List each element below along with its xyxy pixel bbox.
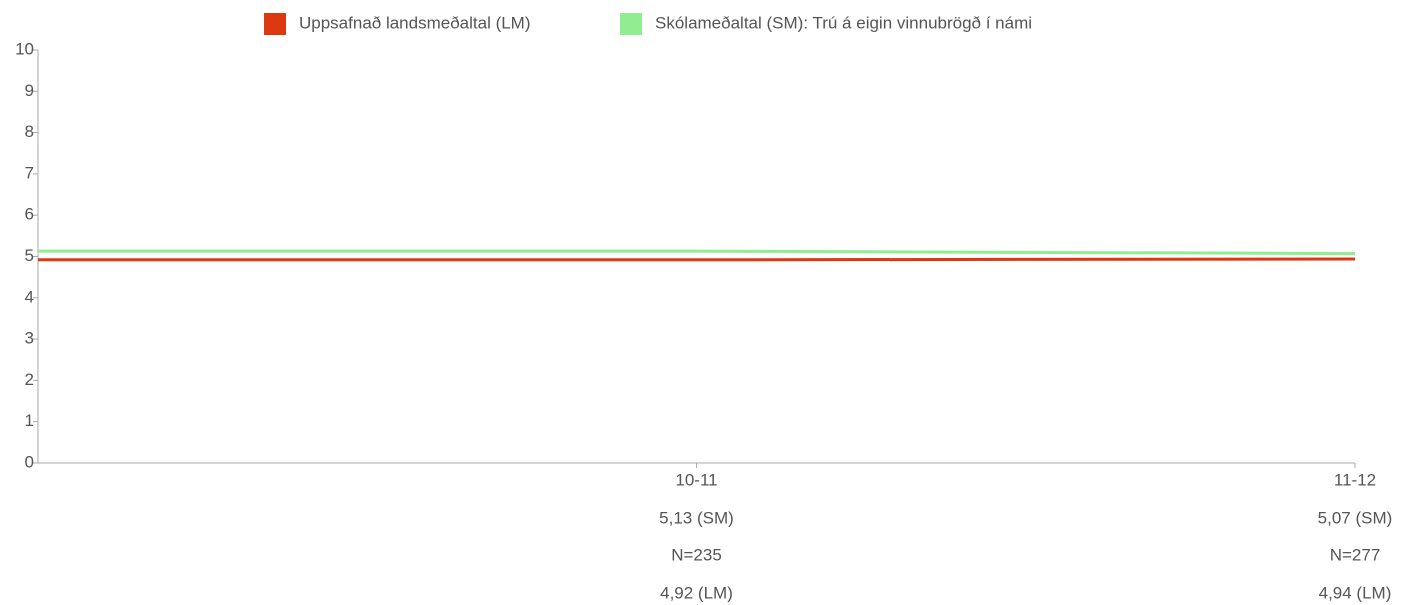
- legend-label: Uppsafnað landsmeðaltal (LM): [299, 13, 531, 32]
- lm-label: 4,92 (LM): [660, 583, 733, 602]
- y-tick-label: 0: [25, 452, 34, 471]
- legend-swatch: [264, 13, 286, 35]
- x-tick-label: 10-11: [675, 470, 717, 489]
- y-tick-label: 7: [25, 163, 34, 182]
- y-tick-label: 10: [15, 39, 34, 58]
- y-tick-label: 5: [25, 246, 34, 265]
- y-tick-label: 4: [25, 287, 34, 306]
- y-tick-label: 6: [25, 205, 34, 224]
- y-tick-label: 3: [25, 329, 34, 348]
- series-line: [696, 249, 1356, 256]
- legend-swatch: [620, 13, 642, 35]
- sm-label: 5,13 (SM): [659, 508, 734, 527]
- sm-label: 5,07 (SM): [1318, 508, 1393, 527]
- y-tick-label: 8: [25, 122, 34, 141]
- series-line: [696, 257, 1356, 262]
- n-label: N=277: [1330, 545, 1381, 564]
- legend-label: Skólameðaltal (SM): Trú á eigin vinnubrö…: [655, 13, 1032, 32]
- y-tick-label: 2: [25, 370, 34, 389]
- x-tick-label: 11-12: [1334, 470, 1376, 489]
- y-tick-label: 9: [25, 81, 34, 100]
- y-tick-label: 1: [25, 411, 34, 430]
- lm-label: 4,94 (LM): [1319, 583, 1392, 602]
- n-label: N=235: [671, 545, 722, 564]
